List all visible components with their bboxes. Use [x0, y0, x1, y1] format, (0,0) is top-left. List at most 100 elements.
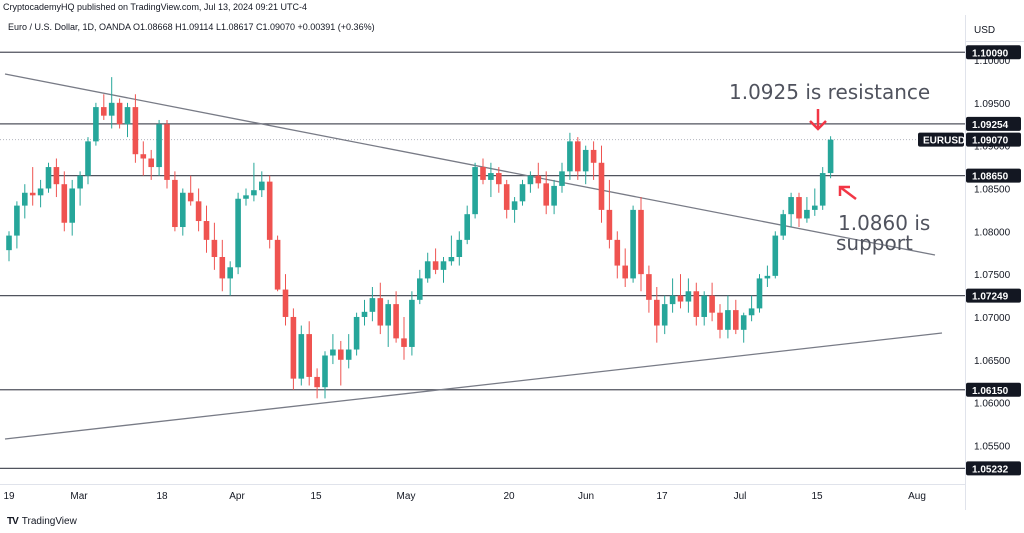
candle	[148, 149, 154, 180]
candle-body	[266, 181, 273, 240]
candle-body	[733, 310, 739, 330]
candle	[503, 179, 510, 219]
candle-body	[464, 214, 470, 240]
candle-body	[22, 192, 28, 206]
candle	[132, 94, 139, 163]
price-tag	[966, 116, 1021, 131]
brand-label: TradingView	[21, 516, 77, 527]
candle-body	[740, 315, 747, 330]
candle	[646, 265, 652, 313]
candle-body	[377, 298, 384, 326]
candle	[827, 136, 834, 179]
candle	[164, 119, 170, 189]
candle-body	[543, 183, 549, 206]
candle-body	[827, 139, 834, 174]
symbol-tag	[918, 132, 964, 147]
candle-body	[804, 209, 810, 219]
candle	[298, 325, 305, 386]
candle-body	[108, 102, 115, 116]
candle-body	[14, 205, 20, 236]
candle-body	[424, 261, 431, 279]
candle	[14, 201, 20, 249]
lower-trendline	[4, 332, 943, 440]
candle	[709, 282, 715, 322]
candle	[77, 171, 83, 206]
candle	[108, 77, 115, 129]
candle	[259, 171, 265, 198]
candle	[717, 304, 723, 339]
candle	[37, 179, 44, 208]
candle	[661, 295, 668, 335]
candle	[701, 291, 707, 326]
candle-body	[29, 192, 36, 196]
tradingview-logo-icon: TV	[7, 516, 19, 527]
price-tick-label: 1.07500	[974, 270, 1011, 281]
candle-body	[290, 316, 297, 379]
candle-body	[780, 214, 786, 236]
candle-body	[527, 175, 534, 185]
candle-body	[488, 173, 494, 180]
price-tag	[966, 461, 1021, 476]
candle	[590, 141, 597, 180]
price-tag-label: 1.07249	[972, 292, 1009, 303]
candle-body	[748, 308, 755, 316]
candle	[330, 334, 336, 365]
candle-body	[77, 175, 83, 189]
candle	[622, 248, 628, 287]
candle-body	[322, 355, 328, 388]
candle	[772, 231, 779, 279]
candle	[235, 192, 241, 275]
tradingview-brand: TV TradingView	[7, 516, 77, 527]
date-tick-label: Mar	[70, 491, 88, 502]
price-tag-label: 1.08650	[972, 172, 1009, 183]
candle-body	[156, 124, 162, 168]
candle-body	[180, 192, 186, 228]
date-tick-label: 17	[656, 491, 668, 502]
candle	[203, 205, 210, 253]
candle-body	[590, 149, 597, 163]
candle	[748, 295, 755, 322]
candle	[22, 184, 28, 219]
candle	[377, 282, 384, 335]
candle-body	[353, 316, 360, 350]
candle	[654, 286, 660, 343]
candle-body	[598, 162, 605, 210]
candle-body	[393, 304, 399, 339]
candle-body	[701, 295, 707, 317]
candle-body	[61, 184, 68, 223]
candle-body	[148, 158, 154, 168]
candle	[53, 158, 60, 198]
candle-body	[788, 197, 794, 215]
candle	[812, 188, 818, 216]
candle	[211, 222, 218, 270]
candle	[69, 179, 75, 236]
candle	[85, 137, 91, 185]
candle-body	[693, 291, 700, 317]
candle-body	[669, 295, 676, 305]
candle	[393, 291, 399, 343]
price-tag-label: 1.10090	[972, 48, 1009, 59]
candle	[669, 278, 676, 313]
candle-layer	[6, 77, 834, 399]
candle-body	[725, 310, 731, 330]
candle-body	[69, 188, 75, 223]
candle-body	[369, 298, 376, 312]
candle	[187, 175, 194, 206]
date-tick-label: Aug	[908, 491, 926, 502]
candle-body	[235, 198, 241, 268]
candle-body	[772, 235, 779, 276]
candle-body	[361, 311, 368, 317]
candle-body	[172, 179, 178, 228]
candle-body	[37, 188, 44, 196]
price-tick-label: 1.08000	[974, 227, 1011, 238]
candle	[764, 265, 771, 287]
candle-body	[93, 107, 99, 142]
date-tick-label: 18	[156, 491, 168, 502]
candle	[6, 231, 12, 262]
candle-body	[432, 261, 439, 270]
candle-body	[511, 201, 518, 210]
candle	[440, 257, 447, 283]
date-tick-label: 19	[3, 491, 15, 502]
candle-body	[243, 195, 249, 199]
